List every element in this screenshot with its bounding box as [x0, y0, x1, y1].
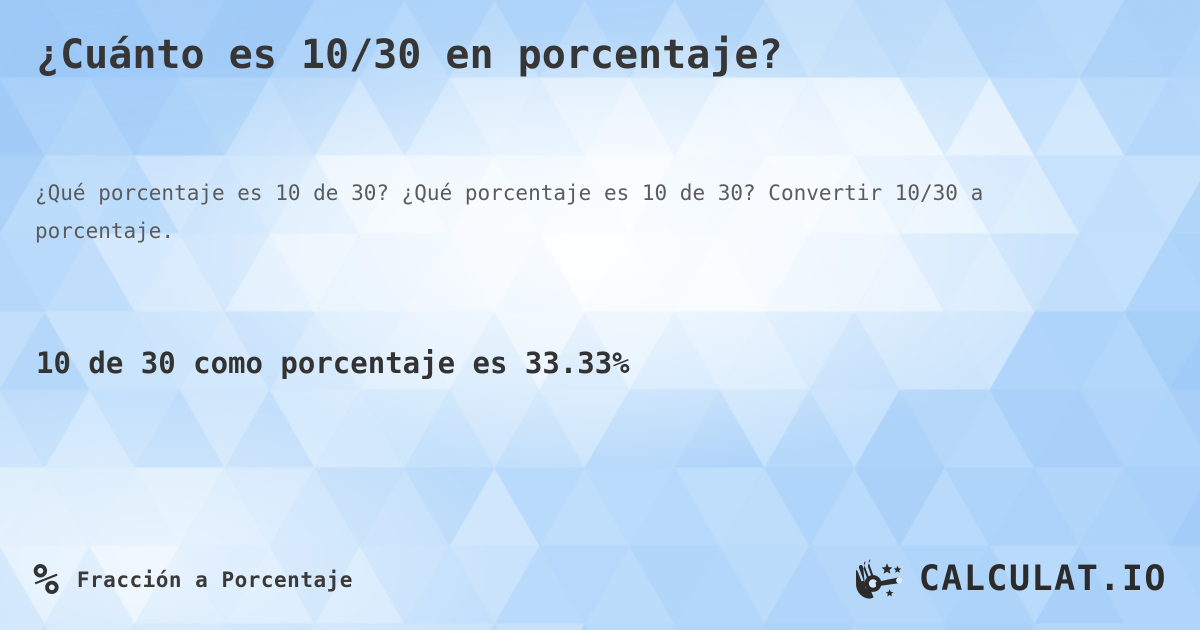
- magic-wand-hand-icon: [855, 559, 903, 599]
- result-statement: 10 de 30 como porcentaje es 33.33%: [36, 346, 630, 380]
- brand-name: CALCULAT.IO: [918, 558, 1167, 599]
- brand-logo: CALCULAT.IO: [855, 556, 1167, 602]
- footer-category-label: Fracción a Porcentaje: [76, 568, 353, 592]
- page-title: ¿Cuánto es 10/30 en porcentaje?: [36, 32, 783, 78]
- footer-category: % Fracción a Porcentaje: [33, 556, 353, 604]
- page-description: ¿Qué porcentaje es 10 de 30? ¿Qué porcen…: [35, 181, 984, 243]
- card-footer: % Fracción a Porcentaje: [0, 556, 1200, 604]
- percent-icon: %: [33, 554, 59, 605]
